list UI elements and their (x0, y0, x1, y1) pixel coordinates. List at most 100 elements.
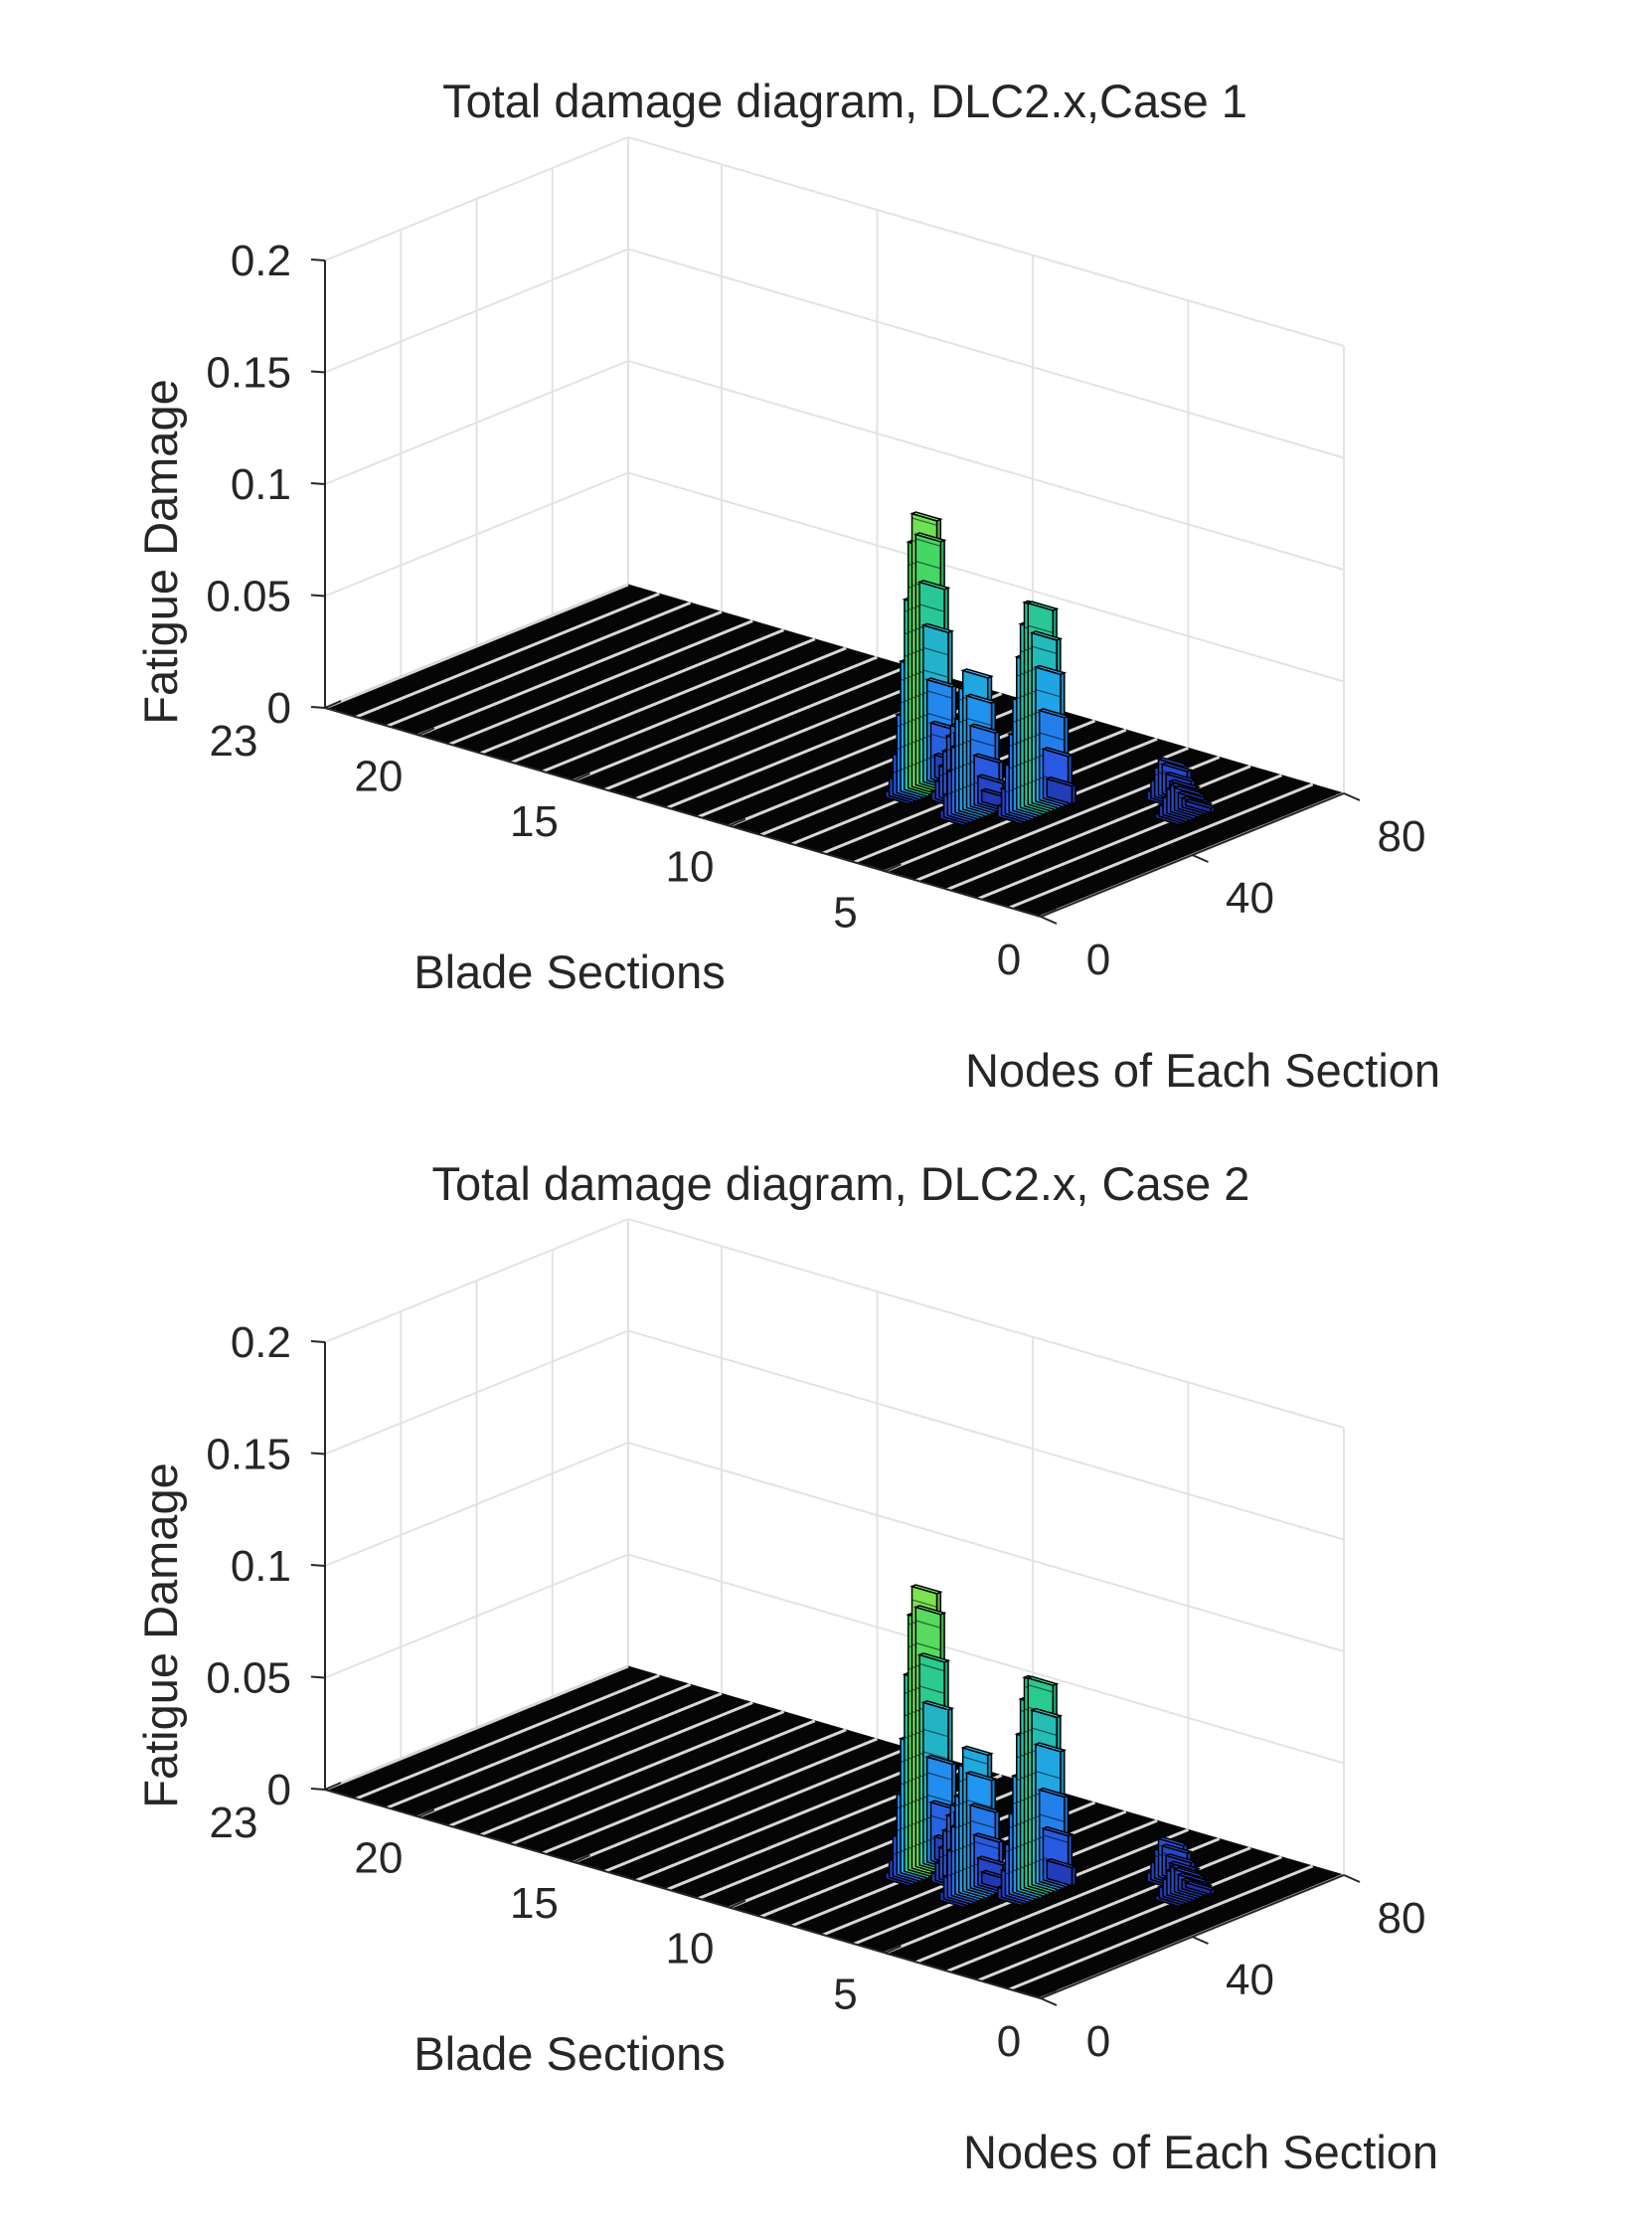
z-tick (310, 1452, 326, 1456)
section-stripe (1009, 782, 1314, 910)
z-tick (310, 370, 326, 374)
y-tick-label: 0 (997, 936, 1021, 984)
axes (310, 1340, 1361, 2006)
y-axis-label: Blade Sections (413, 2027, 726, 2080)
z-tick-label: 0.1 (231, 1542, 291, 1591)
y-tick (417, 727, 435, 737)
y-tick-labels: 0 5 10 15 20 23 (210, 717, 1022, 984)
chart-panel-case-2: Total damage diagram, DLC2.x, Case 2 0 0.… (134, 1157, 1438, 2178)
bars (883, 511, 1218, 827)
section-stripe (479, 1710, 785, 1837)
y-tick-label: 20 (354, 1833, 403, 1882)
y-tick (729, 817, 746, 827)
x-tick (1192, 854, 1209, 863)
section-stripe (511, 1719, 816, 1846)
z-tick (310, 1675, 326, 1679)
x-axis-label: Nodes of Each Section (965, 1044, 1440, 1097)
section-stripe (542, 646, 847, 773)
y-tick (324, 700, 342, 709)
y-tick (324, 1782, 342, 1791)
y-tick (885, 1945, 902, 1955)
section-stripe (355, 592, 660, 719)
z-tick (310, 482, 326, 485)
section-stripe (448, 619, 753, 746)
y-tick (885, 863, 902, 873)
y-tick-label: 23 (210, 717, 258, 766)
y-tick (574, 1854, 590, 1863)
y-tick (1040, 1990, 1058, 1999)
z-tick-label: 0.05 (206, 573, 291, 621)
z-tick-labels: 0 0.05 0.1 0.15 0.2 (206, 237, 291, 733)
section-stripe (977, 773, 1282, 901)
z-tick (310, 1564, 326, 1567)
x-tick (1192, 1936, 1209, 1945)
y-tick-labels: 0 5 10 15 20 23 (210, 1799, 1022, 2066)
z-tick-label: 0.2 (231, 237, 291, 285)
z-tick (310, 706, 326, 709)
y-tick-label: 5 (833, 888, 857, 937)
z-tick (310, 1788, 326, 1791)
section-stripe (1009, 1864, 1314, 1991)
y-tick-label: 10 (665, 1925, 714, 1974)
x-tick (1040, 916, 1058, 925)
section-stripe (417, 610, 723, 737)
section-stripe (387, 601, 692, 728)
x-tick (1040, 1997, 1058, 2006)
z-tick-label: 0.1 (231, 460, 291, 509)
section-stripe (417, 1692, 723, 1818)
x-tick-label: 40 (1226, 874, 1274, 923)
section-stripe (479, 628, 785, 756)
section-stripe (635, 1755, 940, 1882)
y-tick (417, 1808, 435, 1818)
x-axis-label: Nodes of Each Section (963, 2126, 1438, 2178)
z-axis-label: Fatigue Damage (134, 379, 187, 724)
z-tick-label: 0 (267, 684, 291, 733)
chart-title: Total damage diagram, DLC2.x, Case 2 (432, 1157, 1250, 1210)
y-tick-label: 23 (210, 1799, 258, 1847)
section-stripe (573, 655, 878, 782)
x-tick-label: 0 (1086, 2017, 1110, 2066)
chart-title: Total damage diagram, DLC2.x,Case 1 (442, 75, 1247, 127)
x-tick (1343, 792, 1361, 801)
bar (1045, 1858, 1078, 1887)
section-stripe (355, 1673, 660, 1801)
z-tick-label: 0.15 (206, 349, 291, 398)
y-tick-label: 15 (510, 1879, 559, 1928)
section-stripe (448, 1701, 753, 1827)
y-tick-label: 5 (833, 1970, 857, 2018)
section-stripe (573, 1737, 878, 1864)
x-tick-label: 80 (1378, 1894, 1426, 1943)
bars (883, 1584, 1218, 1909)
y-axis-line (324, 1789, 1042, 1999)
y-tick (574, 773, 590, 781)
section-stripe (324, 583, 629, 710)
chart-panel-case-1: Total damage diagram, DLC2.x,Case 1 0 0.0… (134, 75, 1440, 1097)
x-tick-label: 0 (1086, 936, 1110, 984)
section-stripe (977, 1855, 1282, 1982)
y-axis-line (324, 707, 1042, 918)
section-stripe (387, 1682, 692, 1809)
y-tick-label: 15 (510, 797, 559, 846)
bar (1183, 798, 1218, 814)
section-stripe (604, 664, 909, 791)
z-tick-label: 0.2 (231, 1318, 291, 1367)
axes (310, 258, 1361, 925)
section-stripe (604, 1746, 909, 1873)
section-stripe (635, 673, 940, 800)
z-tick-label: 0.05 (206, 1654, 291, 1703)
z-tick (310, 594, 326, 598)
z-tick-labels: 0 0.05 0.1 0.15 0.2 (206, 1318, 291, 1814)
y-tick (1040, 909, 1058, 918)
x-tick-label: 40 (1226, 1956, 1274, 2004)
x-tick (1343, 1874, 1361, 1883)
x-tick-labels: 0 40 80 (1086, 812, 1426, 984)
z-tick-label: 0.15 (206, 1431, 291, 1479)
section-stripe (542, 1728, 847, 1855)
x-tick-label: 80 (1378, 812, 1426, 861)
y-tick-label: 0 (997, 2017, 1021, 2066)
z-tick (310, 1340, 326, 1343)
grid (324, 1217, 1345, 1875)
bar (1183, 1880, 1218, 1896)
y-tick-label: 10 (665, 843, 714, 892)
